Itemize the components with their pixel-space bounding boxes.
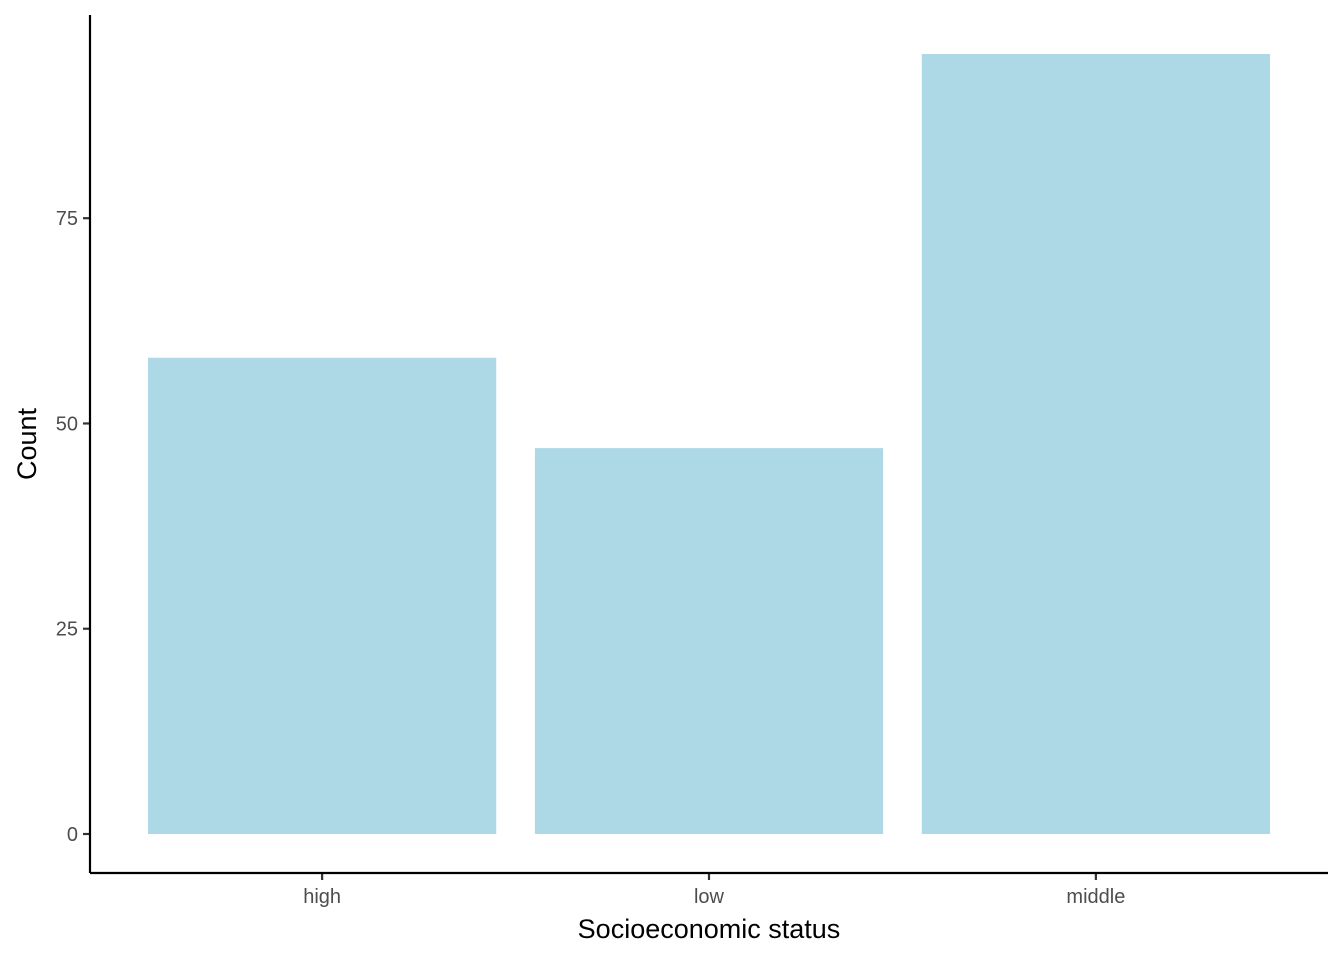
y-axis-ticks: 0 25 50 75 (56, 208, 90, 846)
bar-high (148, 357, 497, 834)
y-axis-title: Count (12, 407, 42, 480)
x-axis-title: Socioeconomic status (578, 914, 841, 944)
bar-low (534, 448, 884, 834)
y-tick-label: 50 (56, 413, 78, 435)
bar-middle (921, 54, 1270, 834)
x-tick-label: middle (1066, 886, 1125, 908)
x-tick-label: low (694, 886, 725, 908)
y-tick-label: 25 (56, 619, 78, 641)
x-axis-ticks: high low middle (303, 873, 1125, 908)
x-tick-label: high (303, 886, 341, 908)
bars-group (148, 54, 1270, 834)
y-tick-label: 0 (67, 824, 78, 846)
y-tick-label: 75 (56, 208, 78, 230)
